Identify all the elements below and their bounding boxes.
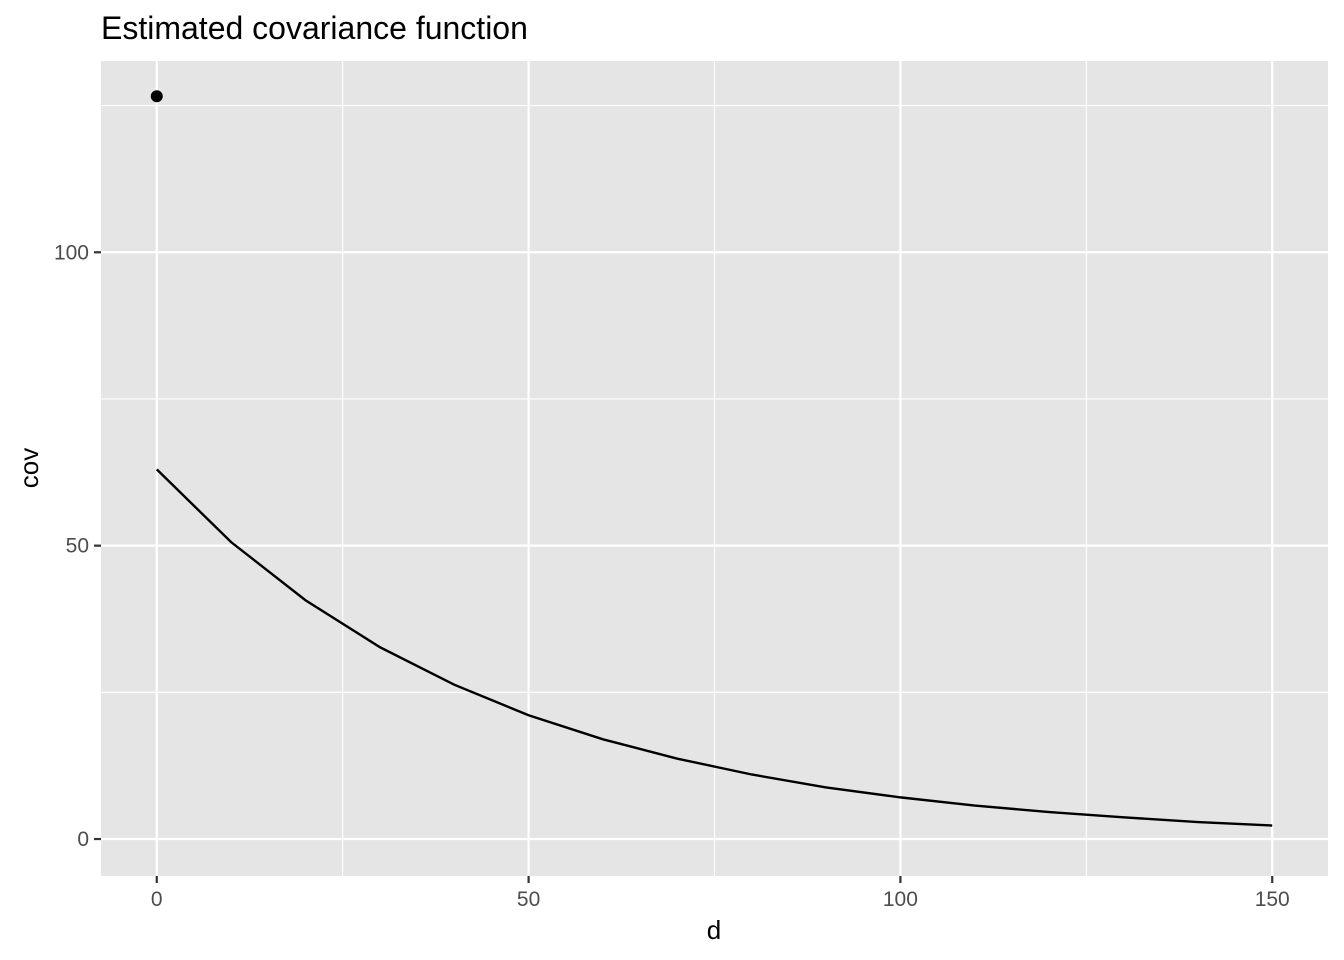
x-tick-label: 0: [151, 888, 163, 911]
chart-title: Estimated covariance function: [101, 10, 528, 46]
y-tick-label: 50: [66, 535, 89, 558]
covariance-line: [155, 468, 1273, 827]
x-axis-title: d: [707, 915, 721, 945]
y-axis-title: cov: [14, 448, 44, 488]
minor-gridlines: [101, 61, 1328, 876]
y-tick-label: 100: [54, 241, 89, 264]
x-tick-label: 100: [883, 888, 918, 911]
major-gridlines: [101, 61, 1328, 876]
series-layer: [150, 90, 1273, 827]
x-tick-label: 50: [517, 888, 540, 911]
x-axis: 0 50 100 150: [151, 876, 1290, 911]
data-point: [150, 90, 163, 103]
y-tick-label: 0: [77, 828, 89, 851]
x-tick-label: 150: [1255, 888, 1290, 911]
y-axis: 0 50 100: [54, 241, 101, 851]
